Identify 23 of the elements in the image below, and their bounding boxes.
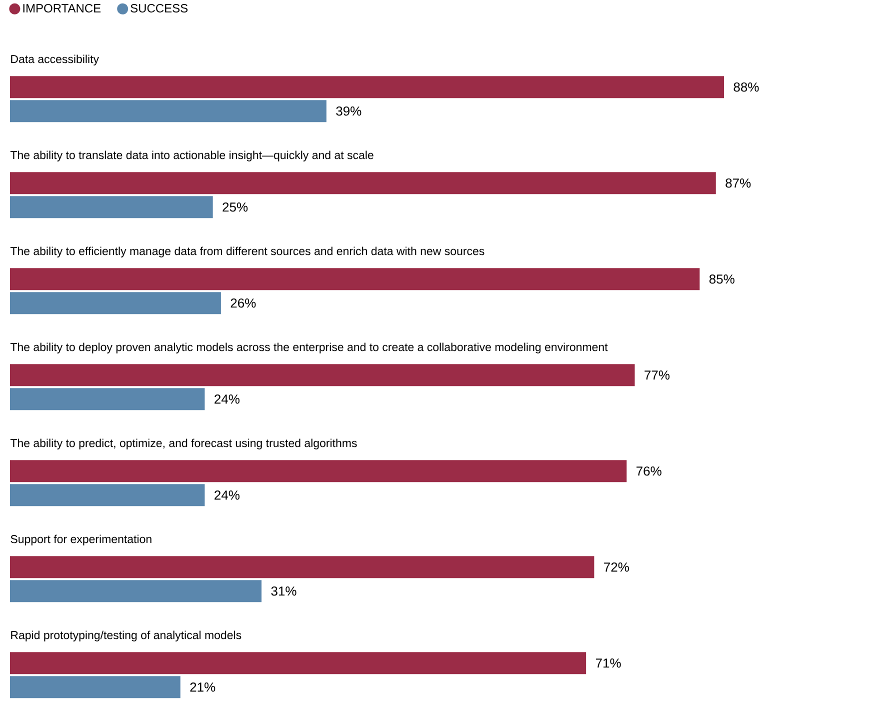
y-tick-label: The ability to predict, optimize, and forecast using trusted algorithms: [10, 438, 357, 450]
y-tick-label: The ability to efficiently manage data from different sources and enrich data with new sources: [10, 246, 484, 258]
data-label: 72%: [604, 562, 629, 572]
data-label: 76%: [636, 466, 662, 476]
y-tick-label: Data accessibility: [11, 54, 99, 66]
data-label: 77%: [644, 370, 670, 380]
legend-label: SUCCESS: [130, 4, 188, 12]
data-label: 25%: [222, 202, 248, 212]
data-label: 85%: [709, 274, 734, 284]
data-label: 21%: [190, 682, 216, 692]
data-label: 88%: [734, 82, 759, 92]
y-tick-label: The ability to deploy proven analytic models across the enterprise and to create a collaborative modeling environment: [10, 342, 608, 354]
legend-label: IMPORTANCE: [23, 4, 101, 12]
y-tick-label: The ability to translate data into actionable insight—quickly and at scale: [10, 150, 374, 162]
data-label: 39%: [336, 106, 362, 116]
data-label: 26%: [230, 298, 256, 308]
data-label: 24%: [214, 394, 240, 404]
data-label: 71%: [596, 658, 621, 668]
y-tick-label: Support for experimentation: [10, 534, 152, 546]
data-label: 24%: [214, 490, 240, 500]
y-tick-label: Rapid prototyping/testing of analytical models: [11, 630, 242, 642]
data-label: 31%: [271, 586, 296, 596]
data-label: 87%: [726, 178, 751, 188]
